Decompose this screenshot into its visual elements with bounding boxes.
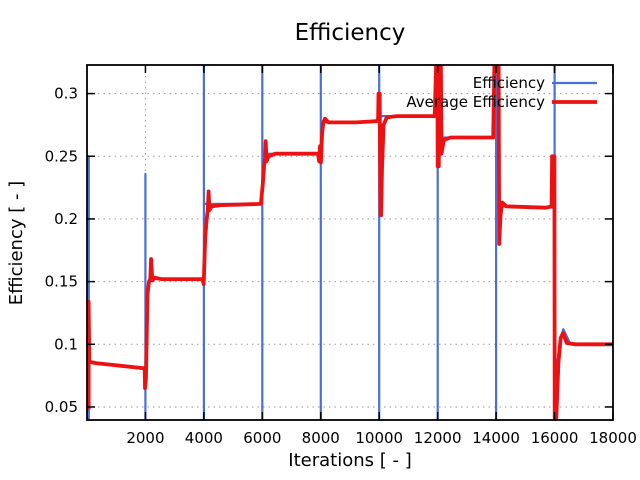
x-tick-label: 12000	[414, 429, 462, 447]
chart-title: Efficiency	[295, 20, 406, 46]
plot-series	[87, 65, 613, 420]
y-tick-label: 0.1	[54, 335, 78, 353]
y-tick-label: 0.2	[54, 210, 78, 228]
x-tick-label: 6000	[243, 429, 281, 447]
y-tick-label: 0.25	[45, 147, 78, 165]
y-tick-label: 0.3	[54, 85, 78, 103]
x-tick-label: 10000	[355, 429, 403, 447]
x-tick-label: 18000	[589, 429, 637, 447]
y-tick-labels: 0.05 0.1 0.15 0.2 0.25 0.3	[45, 85, 78, 416]
plot-border	[86, 64, 614, 421]
y-axis-label: Efficiency [ - ]	[6, 181, 27, 305]
x-axis-label: Iterations [ - ]	[288, 450, 411, 471]
legend-label: Efficiency	[473, 74, 545, 92]
y-tick-label: 0.05	[45, 398, 78, 416]
axis-tick-marks	[87, 65, 614, 420]
x-tick-labels: 2000 4000 6000 8000 10000 12000 14000 16000 1800…	[126, 429, 637, 447]
legend-label: Average Efficiency	[406, 93, 545, 111]
x-tick-label: 16000	[531, 429, 579, 447]
x-tick-label: 8000	[302, 429, 340, 447]
x-tick-label: 4000	[185, 429, 223, 447]
x-tick-label: 2000	[126, 429, 164, 447]
y-tick-label: 0.15	[45, 273, 78, 291]
average-efficiency-line	[87, 65, 613, 420]
x-tick-label: 14000	[472, 429, 520, 447]
